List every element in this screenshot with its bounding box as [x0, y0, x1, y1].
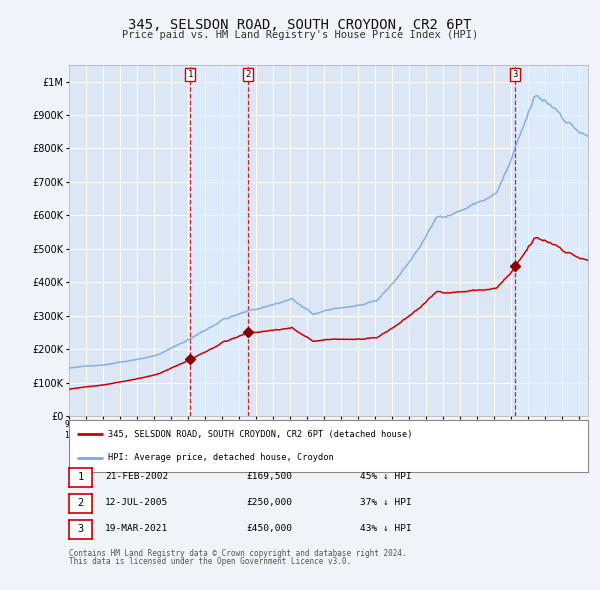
- Bar: [190, 65, 248, 416]
- Text: 3: 3: [77, 525, 83, 535]
- Text: This data is licensed under the Open Government Licence v3.0.: This data is licensed under the Open Gov…: [69, 558, 351, 566]
- Text: £250,000: £250,000: [246, 498, 292, 507]
- Text: 1: 1: [188, 70, 193, 79]
- Bar: [515, 65, 588, 416]
- Text: Contains HM Land Registry data © Crown copyright and database right 2024.: Contains HM Land Registry data © Crown c…: [69, 549, 407, 558]
- Text: 1: 1: [77, 473, 83, 483]
- Text: 19-MAR-2021: 19-MAR-2021: [105, 524, 168, 533]
- Text: 2: 2: [245, 70, 251, 79]
- Text: £450,000: £450,000: [246, 524, 292, 533]
- Text: Price paid vs. HM Land Registry's House Price Index (HPI): Price paid vs. HM Land Registry's House …: [122, 30, 478, 40]
- Text: 37% ↓ HPI: 37% ↓ HPI: [360, 498, 412, 507]
- Text: 3: 3: [512, 70, 518, 79]
- Text: 45% ↓ HPI: 45% ↓ HPI: [360, 472, 412, 481]
- Text: 345, SELSDON ROAD, SOUTH CROYDON, CR2 6PT (detached house): 345, SELSDON ROAD, SOUTH CROYDON, CR2 6P…: [108, 430, 412, 438]
- Text: 345, SELSDON ROAD, SOUTH CROYDON, CR2 6PT: 345, SELSDON ROAD, SOUTH CROYDON, CR2 6P…: [128, 18, 472, 32]
- Text: £169,500: £169,500: [246, 472, 292, 481]
- Text: 43% ↓ HPI: 43% ↓ HPI: [360, 524, 412, 533]
- Text: 21-FEB-2002: 21-FEB-2002: [105, 472, 168, 481]
- Text: HPI: Average price, detached house, Croydon: HPI: Average price, detached house, Croy…: [108, 454, 334, 463]
- Text: 2: 2: [77, 499, 83, 509]
- Text: 12-JUL-2005: 12-JUL-2005: [105, 498, 168, 507]
